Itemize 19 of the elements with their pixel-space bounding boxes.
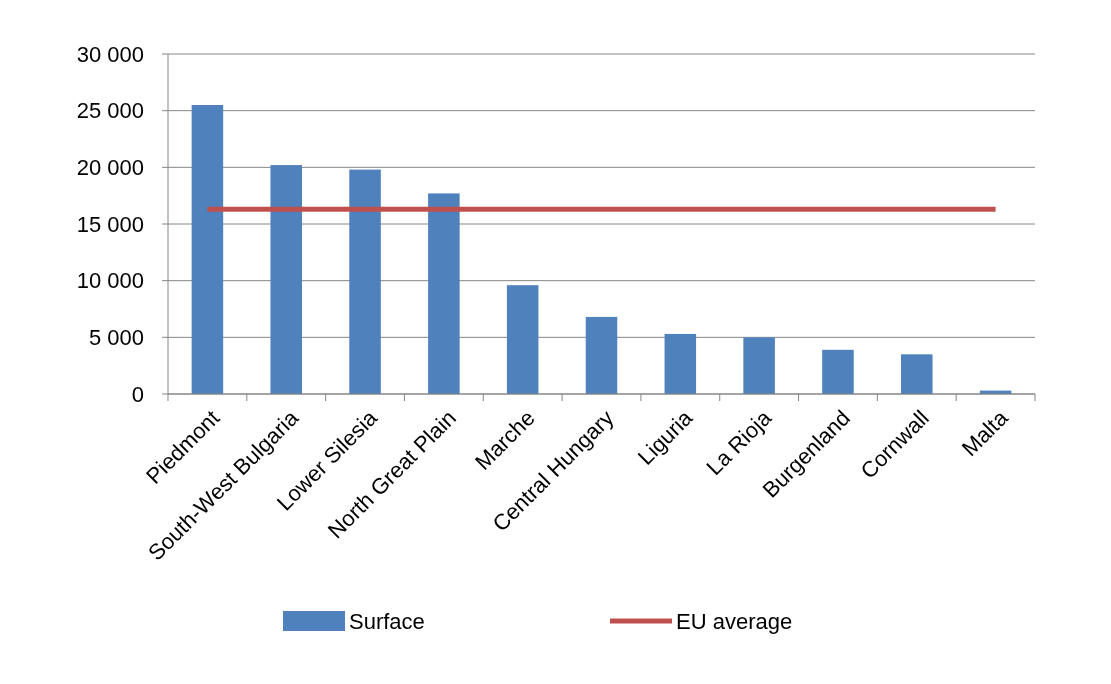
legend-label: Surface bbox=[349, 608, 425, 634]
bar bbox=[664, 333, 697, 394]
y-tick-label: 20 000 bbox=[76, 155, 144, 181]
bar bbox=[428, 193, 460, 394]
bar bbox=[349, 169, 381, 394]
y-tick-label: 0 bbox=[131, 381, 144, 407]
y-tick-label: 15 000 bbox=[76, 211, 144, 237]
y-tick-label: 25 000 bbox=[76, 98, 144, 124]
bar bbox=[822, 349, 854, 394]
bar bbox=[506, 285, 539, 394]
y-tick-label: 10 000 bbox=[76, 268, 144, 294]
y-tick-label: 5 000 bbox=[88, 325, 144, 351]
legend-label: EU average bbox=[676, 608, 793, 634]
bar bbox=[585, 316, 618, 394]
bar bbox=[270, 165, 302, 394]
bar bbox=[743, 337, 775, 394]
y-tick-label: 30 000 bbox=[76, 41, 144, 67]
bar bbox=[191, 105, 224, 394]
bar bbox=[901, 354, 933, 394]
